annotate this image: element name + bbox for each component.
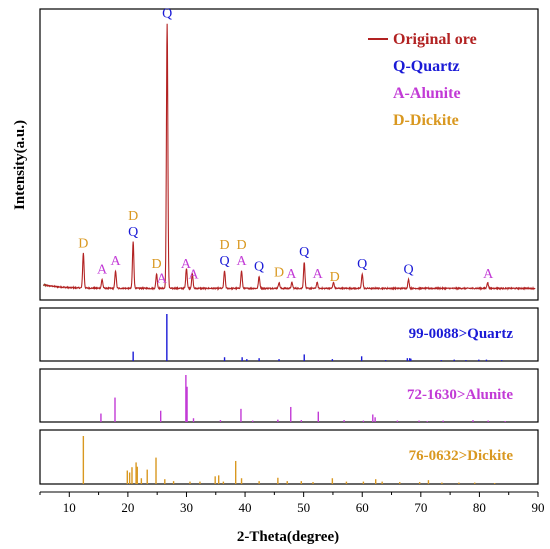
x-tick-label: 70 <box>414 500 427 515</box>
x-tick-label: 50 <box>297 500 310 515</box>
peak-label-q: Q <box>162 7 172 22</box>
peak-label-a: A <box>111 254 122 269</box>
peak-label-a: A <box>236 254 247 269</box>
x-tick-label: 40 <box>239 500 252 515</box>
x-tick-label: 10 <box>63 500 76 515</box>
x-tick-label: 60 <box>356 500 369 515</box>
peak-label-q: Q <box>254 260 264 275</box>
legend-entry-ore: Original ore <box>393 31 477 48</box>
x-tick-label: 30 <box>180 500 193 515</box>
reference-panel-dickite: 76-0632>Dickite <box>39 429 539 485</box>
x-tick-label: 90 <box>532 500 545 515</box>
peak-label-a: A <box>97 263 108 278</box>
legend-entry-quartz: Q-Quartz <box>393 58 460 75</box>
x-tick-label: 80 <box>473 500 486 515</box>
peak-label-d: D <box>236 238 246 253</box>
peak-label-d: D <box>330 270 340 285</box>
reference-label-dickite: 76-0632>Dickite <box>409 448 514 464</box>
peak-label-a: A <box>157 271 168 286</box>
pattern-line-original-ore <box>43 23 536 292</box>
peak-label-q: Q <box>219 254 229 269</box>
peak-label-q: Q <box>128 225 138 240</box>
peak-label-d: D <box>274 266 284 281</box>
reference-label-alunite: 72-1630>Alunite <box>407 387 513 403</box>
peak-label-d: D <box>152 257 162 272</box>
peak-label-a: A <box>483 267 494 282</box>
reference-panel-alunite: 72-1630>Alunite <box>39 368 539 423</box>
legend: Original ore Q-Quartz A-Alunite D-Dickite <box>368 31 477 129</box>
peak-label-a: A <box>286 267 297 282</box>
legend-entry-dickite: D-Dickite <box>393 112 459 129</box>
x-axis-title: 2-Theta(degree) <box>237 529 339 545</box>
reference-frame-quartz <box>39 307 539 362</box>
peak-label-d: D <box>78 236 88 251</box>
legend-entry-alunite: A-Alunite <box>393 85 461 102</box>
peak-label-a: A <box>188 268 199 283</box>
x-tick-label: 20 <box>121 500 134 515</box>
peak-label-q: Q <box>357 257 367 272</box>
reference-panel-quartz: 99-0088>Quartz <box>39 307 539 362</box>
reference-frame-alunite <box>39 368 539 423</box>
peak-label-a: A <box>313 267 324 282</box>
y-axis-title: Intensity(a.u.) <box>12 120 28 210</box>
peak-label-d: D <box>128 209 138 224</box>
peak-label-q: Q <box>403 263 413 278</box>
main-panel-frame <box>39 8 539 301</box>
x-axis: 10 20 30 40 50 60 70 80 90 <box>39 491 545 515</box>
reference-panels: 99-0088>Quartz 72-1630>Alunite 76-0632>Dic… <box>39 307 539 485</box>
reference-label-quartz: 99-0088>Quartz <box>409 326 514 342</box>
reference-frame-dickite <box>39 429 539 485</box>
peak-label-d: D <box>219 238 229 253</box>
peak-label-q: Q <box>299 245 309 260</box>
peak-label-a: A <box>181 257 192 272</box>
